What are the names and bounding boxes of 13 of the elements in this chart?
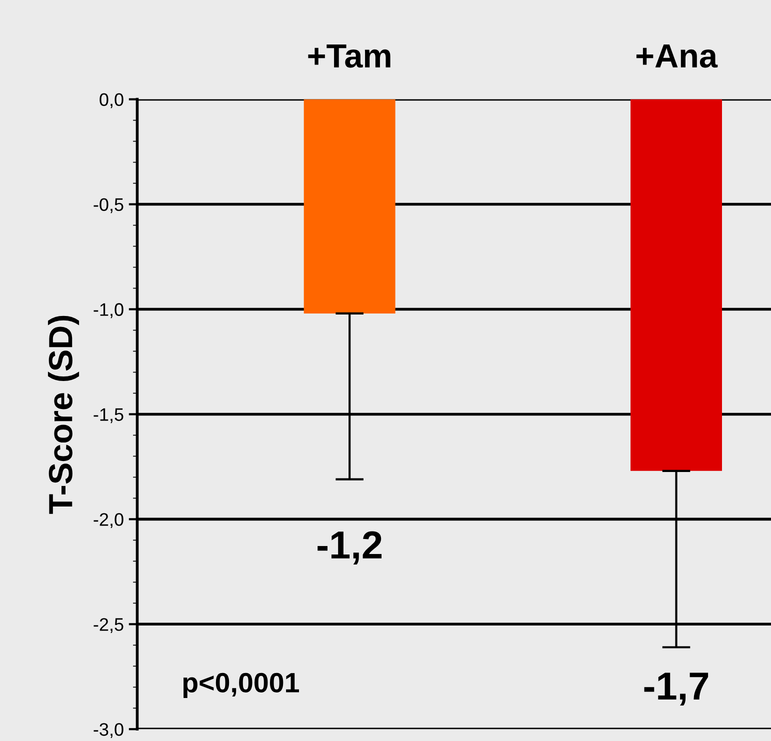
y-tick-label: 0,0 bbox=[100, 93, 124, 108]
x-tick-label: +Tam bbox=[308, 44, 390, 68]
annotation: -1,7 bbox=[644, 672, 708, 706]
y-tick-label: -2,5 bbox=[94, 618, 124, 634]
annotation: p<0,0001 bbox=[183, 672, 299, 698]
y-tick-label: -2,0 bbox=[94, 513, 124, 528]
y-tick-label: -1,5 bbox=[94, 408, 124, 424]
y-tick-label: -0,5 bbox=[94, 198, 124, 214]
y-tick-label: -3,0 bbox=[94, 723, 124, 738]
y-tick-label: -1,0 bbox=[94, 303, 124, 318]
annotation: -1,2 bbox=[318, 531, 382, 564]
x-tick-label: +Ana bbox=[636, 44, 718, 68]
y-axis-title: T-Score (SD) bbox=[48, 316, 80, 514]
